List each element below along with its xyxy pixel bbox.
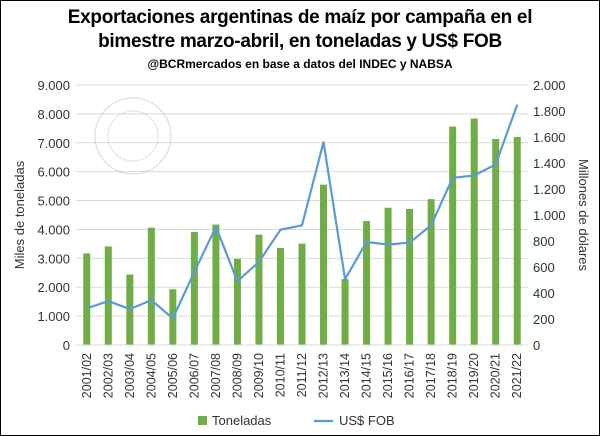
x-tick-label: 2006/07 bbox=[187, 353, 201, 398]
bar-toneladas bbox=[427, 199, 435, 345]
bar-toneladas bbox=[233, 258, 241, 345]
y-tick-right: 0 bbox=[533, 338, 540, 353]
y-tick-left: 9.000 bbox=[37, 78, 70, 93]
bar-toneladas bbox=[104, 246, 112, 345]
x-tick-label: 2009/10 bbox=[252, 353, 266, 398]
legend-label-toneladas: Toneladas bbox=[212, 413, 272, 428]
x-tick-label: 2020/21 bbox=[489, 353, 503, 398]
bar-toneladas bbox=[83, 253, 91, 345]
x-tick-label: 2018/19 bbox=[446, 353, 460, 398]
x-tick-label: 2012/13 bbox=[317, 353, 331, 398]
x-tick-label: 2003/04 bbox=[123, 353, 137, 398]
watermark-seal bbox=[94, 97, 172, 175]
bar-toneladas bbox=[363, 221, 371, 345]
x-tick-label: 2008/09 bbox=[230, 353, 244, 398]
y-tick-left: 4.000 bbox=[37, 222, 70, 237]
x-tick-label: 2015/16 bbox=[381, 353, 395, 398]
bar-toneladas bbox=[341, 279, 349, 345]
chart-subtitle: @BCRmercados en base a datos del INDEC y… bbox=[147, 57, 453, 71]
bar-toneladas bbox=[384, 207, 392, 345]
bar-toneladas bbox=[513, 137, 521, 345]
y-tick-left: 0 bbox=[63, 338, 70, 353]
bar-toneladas bbox=[449, 126, 457, 345]
chart-title-line-1: Exportaciones argentinas de maíz por cam… bbox=[67, 7, 533, 28]
y-tick-right: 1.000 bbox=[533, 208, 566, 223]
x-tick-label: 2016/17 bbox=[403, 353, 417, 398]
x-tick-label: 2013/14 bbox=[338, 353, 352, 398]
y-axis-title-left: Miles de toneladas bbox=[12, 160, 27, 269]
x-tick-label: 2019/20 bbox=[467, 353, 481, 398]
x-tick-label: 2010/11 bbox=[273, 353, 287, 397]
x-tick-label: 2007/08 bbox=[209, 353, 223, 398]
y-tick-right: 1.200 bbox=[533, 182, 566, 197]
y-tick-left: 7.000 bbox=[37, 136, 70, 151]
bar-toneladas bbox=[492, 139, 500, 345]
y-tick-left: 6.000 bbox=[37, 165, 70, 180]
y-tick-left: 5.000 bbox=[37, 194, 70, 209]
bar-toneladas bbox=[212, 224, 220, 345]
bar-toneladas bbox=[276, 247, 284, 345]
bar-toneladas bbox=[470, 118, 478, 345]
y-axis-title-right: Millones de dólares bbox=[576, 159, 591, 272]
x-tick-label: 2017/18 bbox=[424, 353, 438, 398]
legend-label-usd-fob: US$ FOB bbox=[339, 413, 395, 428]
y-tick-right: 200 bbox=[533, 312, 555, 327]
x-tick-label: 2011/12 bbox=[295, 353, 309, 397]
x-tick-label: 2004/05 bbox=[144, 353, 158, 398]
y-tick-left: 3.000 bbox=[37, 251, 70, 266]
x-tick-label: 2001/02 bbox=[80, 353, 94, 398]
y-tick-right: 1.800 bbox=[533, 104, 566, 119]
y-tick-right: 1.400 bbox=[533, 156, 566, 171]
y-tick-right: 2.000 bbox=[533, 78, 566, 93]
legend-swatch-toneladas bbox=[198, 416, 207, 425]
bar-toneladas bbox=[255, 234, 263, 345]
bar-toneladas bbox=[147, 227, 155, 345]
y-tick-right: 600 bbox=[533, 260, 555, 275]
x-tick-label: 2021/22 bbox=[510, 353, 524, 398]
y-tick-left: 1.000 bbox=[37, 309, 70, 324]
bar-toneladas bbox=[320, 184, 328, 345]
x-tick-label: 2014/15 bbox=[360, 353, 374, 398]
y-tick-right: 400 bbox=[533, 286, 555, 301]
x-tick-label: 2002/03 bbox=[101, 353, 115, 398]
bar-toneladas bbox=[190, 232, 198, 345]
bar-toneladas bbox=[298, 243, 306, 345]
chart-title-line-2: bimestre marzo-abril, en toneladas y US$… bbox=[98, 31, 502, 52]
bar-toneladas bbox=[406, 208, 414, 345]
y-tick-right: 1.600 bbox=[533, 130, 566, 145]
x-tick-label: 2005/06 bbox=[166, 353, 180, 398]
y-tick-right: 800 bbox=[533, 234, 555, 249]
y-tick-left: 2.000 bbox=[37, 280, 70, 295]
y-tick-left: 8.000 bbox=[37, 107, 70, 122]
